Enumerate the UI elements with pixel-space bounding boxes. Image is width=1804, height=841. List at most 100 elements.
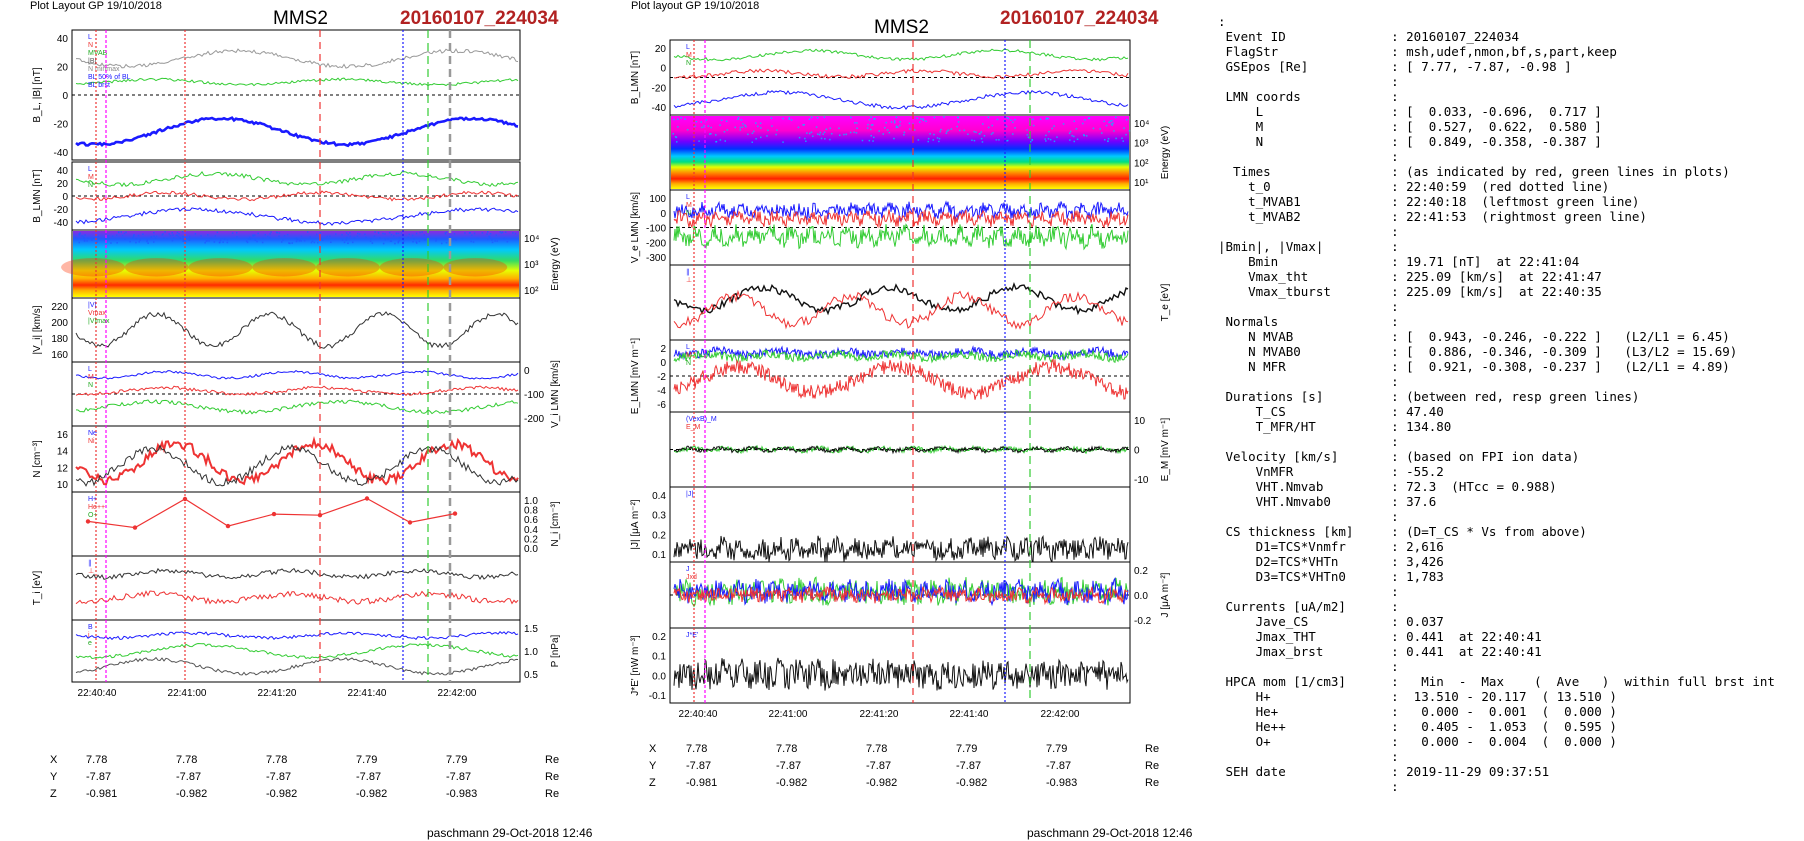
- middle-panel-2-speckle: [701, 126, 703, 129]
- middle-panel-7-series-1: [673, 534, 1129, 564]
- left-panel-3-speckle: [298, 239, 301, 241]
- middle-panel-2-speckle: [755, 122, 757, 124]
- left-panel-3-speckle: [133, 234, 135, 236]
- middle-panel-2-speckle: [982, 123, 984, 125]
- left-panel-5-ylabel: V_i LMN [km/s]: [550, 360, 561, 428]
- middle-panel-2-speckle: [1026, 134, 1029, 136]
- middle-panel-2-speckle: [818, 133, 821, 136]
- middle-panel-2-speckle: [893, 137, 895, 140]
- left-panel-3-speckle: [135, 238, 138, 240]
- coord-unit: Re: [545, 788, 560, 800]
- coord-value: -0.981: [686, 777, 718, 789]
- middle-panel-2-speckle: [741, 126, 744, 128]
- coord-value: -7.87: [446, 771, 472, 783]
- middle-panel-2-speckle: [804, 137, 806, 140]
- middle-panel-7-ylabel: |J| [μA m⁻²]: [630, 499, 641, 549]
- left-panel-3-speckle: [247, 238, 250, 240]
- middle-panel-2-speckle: [1045, 140, 1047, 142]
- coord-unit: Re: [545, 771, 560, 783]
- left-panel-3-speckle: [84, 234, 86, 236]
- middle-panel-2-speckle: [998, 139, 1000, 141]
- left-panel-3-speckle: [396, 232, 398, 235]
- left-panel-3-speckle: [326, 235, 328, 238]
- left-panel-3-speckle: [286, 233, 289, 236]
- left-panel-2-legend-item: L: [88, 166, 92, 173]
- middle-panel-8-series-3: [673, 586, 1129, 606]
- middle-panel-2-speckle: [987, 116, 990, 119]
- left-panel-3-speckle: [226, 241, 229, 244]
- left-panel-3-speckle: [110, 242, 112, 244]
- middle-panel-2-speckle: [1107, 140, 1109, 143]
- middle-panel-2-speckle: [820, 137, 823, 140]
- middle-panel-7-tick-label: 0.3: [652, 511, 666, 522]
- middle-panel-2-speckle: [873, 118, 875, 120]
- coord-unit: Re: [1145, 760, 1160, 772]
- middle-panel-2-speckle: [739, 129, 741, 131]
- middle-panel-2-speckle: [959, 129, 961, 132]
- middle-panel-2-speckle: [1105, 124, 1108, 127]
- left-panel-3-speckle: [161, 234, 164, 236]
- middle-panel-2-speckle: [694, 125, 696, 128]
- left-panel-3-speckle: [397, 241, 399, 244]
- left-panel-3-speckle: [398, 239, 401, 242]
- middle-panel-2-speckle: [917, 139, 920, 141]
- left-panel-1-tick-label: 20: [57, 63, 69, 74]
- left-panel-3-speckle: [92, 237, 95, 239]
- left-mms-title: MMS2: [273, 8, 328, 29]
- left-panel-3-speckle: [219, 239, 222, 242]
- left-panel-2-tick-label: 0: [62, 192, 68, 203]
- left-panel-3-speckle: [364, 233, 366, 235]
- left-panel-3-speckle: [300, 235, 303, 238]
- middle-panel-2-speckle: [815, 126, 818, 128]
- coord-value: -7.87: [866, 760, 892, 772]
- left-panel-3-speckle: [491, 241, 494, 244]
- middle-panel-2-speckle: [823, 116, 826, 118]
- left-panel-6-tick-label: 16: [57, 430, 69, 441]
- middle-panel-2-speckle: [1062, 123, 1065, 125]
- left-panel-3-speckle: [105, 235, 108, 237]
- left-panel-3-speckle: [435, 238, 437, 241]
- left-panel-3-speckle: [398, 236, 401, 239]
- left-panel-3-speckle: [504, 231, 507, 233]
- middle-panel-2-speckle: [936, 137, 939, 139]
- left-panel-3-speckle: [374, 231, 376, 233]
- middle-panel-2-speckle: [868, 119, 871, 121]
- middle-panel-8-legend-item: J: [686, 566, 690, 573]
- left-panel-7-tick-label: 0.6: [524, 515, 538, 526]
- coord-value: -7.87: [686, 760, 712, 772]
- left-panel-3-speckle: [384, 238, 387, 241]
- middle-panel-2-speckle: [831, 133, 833, 135]
- left-panel-3-speckle: [373, 235, 376, 237]
- left-panel-4-series-1: [75, 311, 519, 349]
- coord-value: 7.78: [266, 754, 288, 766]
- middle-panel-2-speckle: [1103, 120, 1105, 123]
- left-panel-3-speckle: [347, 242, 349, 244]
- middle-panel-2-speckle: [742, 123, 744, 125]
- middle-panel-4-series-1: [673, 281, 1129, 316]
- left-panel-3-speckle: [177, 235, 180, 238]
- middle-panel-2-speckle: [897, 126, 899, 128]
- coord-value: -0.982: [176, 788, 208, 800]
- left-panel-4-tick-label: 160: [51, 350, 68, 361]
- middle-panel-2-speckle: [790, 119, 793, 121]
- left-panel-6-legend-item: Ni: [88, 438, 95, 445]
- left-heplusplus-point: [317, 513, 323, 518]
- left-panel-3-speckle: [382, 232, 384, 235]
- left-panel-3-speckle: [298, 240, 301, 242]
- left-heplusplus-point: [452, 511, 458, 516]
- middle-panel-2-speckle: [963, 129, 965, 132]
- left-panel-3-speckle: [449, 236, 451, 238]
- left-panel-3-speckle: [408, 233, 410, 235]
- middle-panel-2-speckle: [788, 117, 791, 119]
- left-event-id: 20160107_224034: [400, 8, 559, 29]
- left-panel-3-speckle: [390, 240, 393, 242]
- middle-panel-2-speckle: [890, 121, 893, 123]
- left-panel-3-speckle: [356, 235, 359, 237]
- left-panel-3-speckle: [418, 240, 421, 243]
- middle-panel-3-legend-item: L: [686, 194, 690, 201]
- middle-panel-2-speckle: [1071, 134, 1073, 137]
- left-panel-3-speckle: [220, 238, 223, 240]
- left-panel-3-speckle: [107, 235, 110, 237]
- left-panel-3-speckle: [205, 240, 207, 242]
- left-panel-3-speckle: [349, 232, 351, 234]
